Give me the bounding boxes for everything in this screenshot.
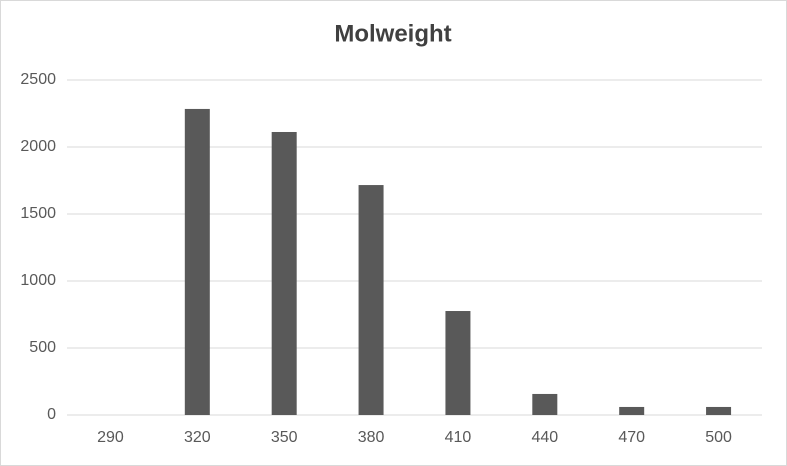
x-tick-label: 440 — [531, 429, 558, 446]
y-tick-label: 500 — [29, 339, 56, 356]
y-tick-label: 0 — [47, 406, 56, 423]
bar — [445, 311, 471, 415]
bar — [532, 393, 558, 415]
y-tick-label: 1000 — [20, 272, 56, 289]
y-tick-label: 2000 — [20, 138, 56, 155]
y-tick-label: 2500 — [20, 71, 56, 88]
chart-title: Molweight — [334, 20, 451, 47]
bar — [271, 131, 297, 415]
x-tick-label: 380 — [358, 429, 385, 446]
x-tick-label: 290 — [97, 429, 124, 446]
bar — [358, 185, 384, 415]
x-tick-label: 470 — [618, 429, 645, 446]
bar — [619, 406, 645, 415]
x-tick-label: 500 — [705, 429, 732, 446]
y-tick-label: 1500 — [20, 205, 56, 222]
x-tick-label: 320 — [184, 429, 211, 446]
bar — [706, 406, 732, 415]
bar — [184, 108, 210, 415]
x-tick-label: 350 — [271, 429, 298, 446]
x-tick-label: 410 — [445, 429, 472, 446]
